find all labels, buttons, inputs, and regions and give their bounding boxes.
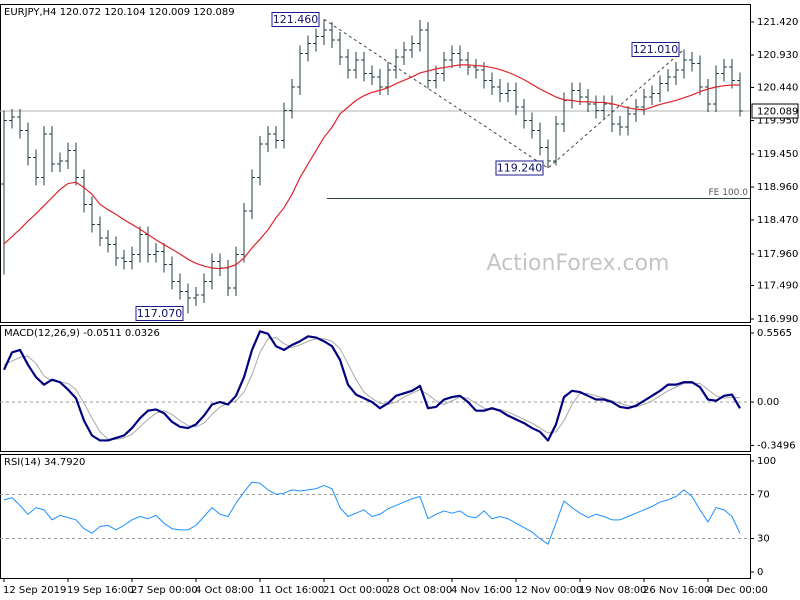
y-tick-label: 0.00 [757, 397, 779, 408]
indicator-line [3, 481, 741, 545]
callout-box [631, 41, 680, 57]
x-tick-label: 12 Sep 2019 [3, 585, 66, 596]
x-tick-label: 19 Sep 16:00 [67, 585, 134, 596]
panel-title: RSI(14) 34.7920 [4, 457, 85, 468]
y-tick-label: 119.450 [757, 149, 798, 160]
indicator-line [3, 337, 741, 440]
panel-frame [0, 325, 751, 452]
y-tick-label: 119.950 [757, 116, 798, 127]
panel-frame [0, 4, 751, 323]
callout-box [495, 160, 544, 176]
y-tick-label: 120.930 [757, 50, 798, 61]
x-tick-label: 4 Oct 08:00 [195, 585, 254, 596]
last-price-label: 120.089 [757, 107, 798, 118]
y-tick-label: 121.420 [757, 17, 798, 28]
x-tick-label: 19 Nov 08:00 [579, 585, 646, 596]
y-tick-label: 0 [757, 567, 763, 578]
callout-label: 121.460 [273, 13, 319, 26]
x-tick-label: 12 Nov 00:00 [515, 585, 582, 596]
callout-box [271, 11, 320, 27]
callout-label: 121.010 [633, 43, 679, 56]
y-tick-label: 120.440 [757, 83, 798, 94]
x-tick-label: 21 Oct 00:00 [323, 585, 388, 596]
watermark: ActionForex.com [487, 251, 670, 276]
y-tick-label: 118.960 [757, 182, 798, 193]
x-tick-label: 26 Nov 16:00 [643, 585, 710, 596]
y-tick-label: 70 [757, 489, 770, 500]
panel-title: MACD(12,26,9) -0.0511 0.0326 [4, 328, 160, 339]
y-tick-label: 0.5565 [757, 328, 792, 339]
callout-label: 119.240 [497, 162, 543, 175]
callout-label: 117.070 [137, 307, 183, 320]
callout-box [135, 306, 184, 322]
panel-frame [0, 454, 751, 579]
x-tick-label: 4 Nov 16:00 [451, 585, 512, 596]
y-tick-label: 30 [757, 534, 770, 545]
indicator-line [3, 330, 741, 442]
x-tick-label: 28 Oct 08:00 [387, 585, 452, 596]
last-price-tag [751, 103, 799, 119]
fe-label: FE 100.0 [709, 188, 749, 198]
y-tick-label: -0.3496 [757, 440, 796, 451]
x-tick-label: 4 Dec 00:00 [707, 585, 768, 596]
y-tick-label: 116.990 [757, 314, 798, 325]
y-tick-label: 117.960 [757, 249, 798, 260]
x-tick-label: 27 Sep 00:00 [131, 585, 198, 596]
x-tick-label: 11 Oct 16:00 [259, 585, 324, 596]
y-tick-label: 118.470 [757, 215, 798, 226]
y-tick-label: 100 [757, 456, 776, 467]
y-tick-label: 117.490 [757, 280, 798, 291]
panel-title: EURJPY,H4 120.072 120.104 120.009 120.08… [4, 7, 235, 18]
moving-average [3, 64, 740, 270]
